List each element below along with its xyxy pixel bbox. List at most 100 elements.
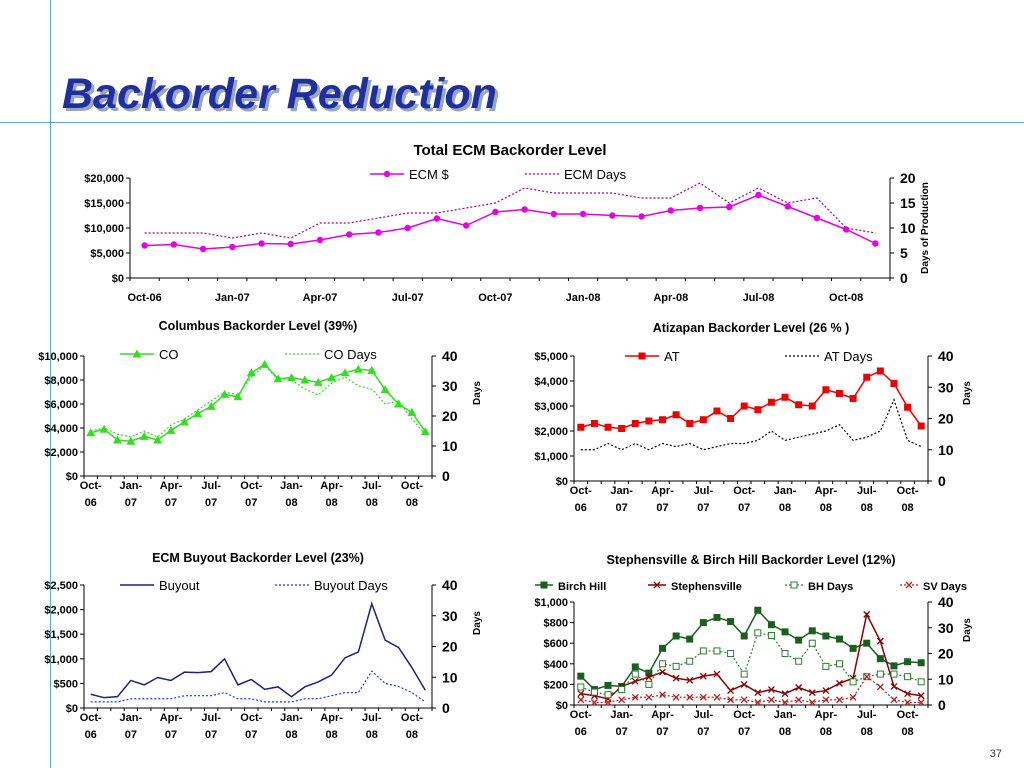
data-point [631, 663, 639, 671]
y2-tick-label: 10 [938, 442, 954, 458]
data-point [863, 610, 871, 618]
legend-entry: Buyout [120, 578, 200, 593]
data-point [577, 696, 585, 704]
x-tick-label: Oct-06 [570, 709, 592, 738]
series-at [577, 367, 925, 432]
data-point [604, 423, 612, 431]
data-point [781, 393, 789, 401]
x-tick-label: Oct-08 [897, 485, 919, 514]
data-point [917, 422, 925, 430]
data-point [686, 657, 694, 665]
data-point [713, 647, 721, 655]
data-point [755, 191, 762, 199]
data-point [890, 380, 898, 387]
y2-tick-label: 0 [442, 700, 450, 716]
data-point [286, 373, 296, 382]
data-point [375, 229, 382, 236]
chart-title: Atizapan Backorder Level (26 % ) [653, 321, 850, 335]
data-point [917, 692, 925, 700]
x-tick-label: Jan-07 [215, 292, 250, 304]
vertical-rule [50, 0, 51, 768]
data-point [822, 632, 830, 640]
data-point [686, 676, 694, 684]
data-point [659, 416, 666, 424]
atizapan-backorder-chart: Atizapan Backorder Level (26 % ) $0 $1,000… [534, 321, 973, 514]
y-tick-label: $4,000 [534, 376, 568, 388]
data-point [638, 213, 645, 220]
data-point [645, 417, 653, 425]
y2-tick-label: 10 [938, 671, 954, 687]
x-tick-label: Jul-07 [694, 709, 714, 738]
data-point [842, 226, 850, 233]
data-point [631, 693, 639, 701]
data-point [849, 678, 857, 686]
data-point [754, 629, 762, 637]
data-point [327, 373, 337, 382]
data-point [340, 368, 350, 377]
data-point [645, 680, 653, 688]
data-point [112, 435, 122, 444]
y2-axis-label: Days [962, 618, 973, 642]
x-tick-label: Apr-07 [160, 480, 183, 509]
y-tick-label: $15,000 [84, 198, 124, 210]
legend-label: ECM Days [564, 167, 627, 182]
y-tick-label: $8,000 [44, 375, 78, 387]
data-point [672, 693, 680, 701]
legend-label: Birch Hill [558, 581, 606, 593]
x-tick-label: Oct-08 [829, 292, 863, 304]
data-point [394, 399, 404, 408]
data-point [645, 673, 653, 681]
y-tick-label: $1,000 [534, 597, 568, 609]
y2-axis-label: Days of Production [920, 182, 931, 274]
y-tick-label: $600 [544, 638, 568, 650]
data-point [784, 203, 791, 210]
legend-entry: AT Days [785, 349, 873, 364]
y-tick-label: $1,000 [534, 451, 568, 463]
data-point [767, 631, 775, 639]
data-point [380, 385, 390, 394]
data-point [618, 425, 626, 432]
data-point [863, 373, 871, 381]
data-point [420, 427, 430, 436]
legend-marker [905, 581, 913, 589]
series-bh-days [577, 629, 925, 699]
data-point [713, 693, 721, 701]
x-tick-label: Jan-08 [774, 485, 797, 514]
y-tick-label: $3,000 [534, 401, 568, 413]
legend-marker [383, 170, 391, 178]
data-point [672, 632, 680, 640]
data-point [579, 210, 587, 218]
data-point [808, 689, 816, 697]
data-point [300, 375, 310, 384]
legend-label: AT Days [824, 349, 873, 364]
data-point [699, 619, 707, 627]
data-point [686, 420, 694, 427]
y2-tick-label: 30 [442, 608, 458, 624]
data-point [808, 639, 816, 647]
data-point [246, 368, 256, 377]
legend-entry: Buyout Days [275, 578, 388, 593]
data-point [795, 636, 803, 644]
data-point [808, 402, 816, 410]
y2-tick-label: 20 [900, 170, 916, 186]
page-number: 37 [989, 748, 1002, 760]
legend-label: CO Days [324, 347, 377, 362]
series-birch-hill [577, 606, 925, 694]
data-point [917, 678, 925, 686]
total-ecm-backorder-chart: Total ECM Backorder Level $0 $5,000 $10,000… [84, 142, 931, 304]
data-point [609, 212, 616, 219]
series-line [580, 398, 922, 451]
y2-tick-label: 5 [900, 245, 908, 261]
data-point [727, 650, 735, 657]
data-point [890, 696, 898, 704]
y2-tick-label: 20 [938, 646, 954, 662]
data-point [836, 679, 843, 687]
data-point [604, 698, 612, 706]
data-point [836, 696, 843, 704]
legend-label: Stephensville [671, 581, 742, 593]
data-point [781, 650, 789, 657]
data-point [407, 407, 417, 416]
data-point [876, 655, 884, 663]
data-point [727, 687, 735, 695]
data-point [577, 672, 585, 680]
